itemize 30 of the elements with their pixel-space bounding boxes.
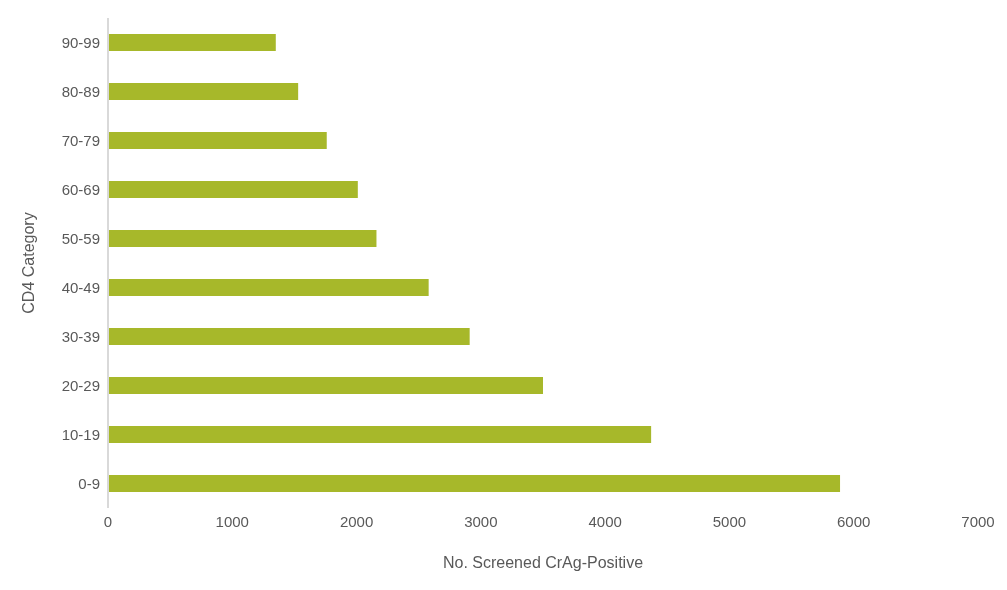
x-tick-label: 1000 [215,512,249,530]
y-tick-label: 20-29 [61,376,100,394]
y-tick-label: 40-49 [61,278,100,296]
x-tick-label: 3000 [464,512,498,530]
bar [108,377,543,394]
bar [108,132,327,149]
y-tick-label: 70-79 [61,131,100,149]
bar [108,475,841,492]
y-tick-label: 0-9 [78,474,100,492]
y-axis-title: CD4 Category [19,212,37,314]
y-tick-label: 80-89 [61,82,100,100]
x-tick-label: 5000 [712,512,747,530]
bar [108,328,470,345]
y-tick-label: 50-59 [61,229,100,247]
bar [108,34,276,51]
y-tick-label: 10-19 [61,425,100,443]
x-axis-title: No. Screened CrAg-Positive [442,554,644,571]
bar [108,426,652,443]
x-tick-label: 6000 [837,512,871,530]
y-tick-label: 90-99 [61,33,100,51]
y-tick-label: 60-69 [61,180,100,198]
x-tick-label: 0 [103,512,113,530]
bar [108,83,299,100]
y-tick-label: 30-39 [61,327,100,345]
x-tick-label: 2000 [339,512,374,530]
x-tick-label: 4000 [588,512,622,530]
bar [108,230,377,247]
x-tick-label: 7000 [961,512,995,530]
bar [108,279,429,296]
bar [108,181,358,198]
